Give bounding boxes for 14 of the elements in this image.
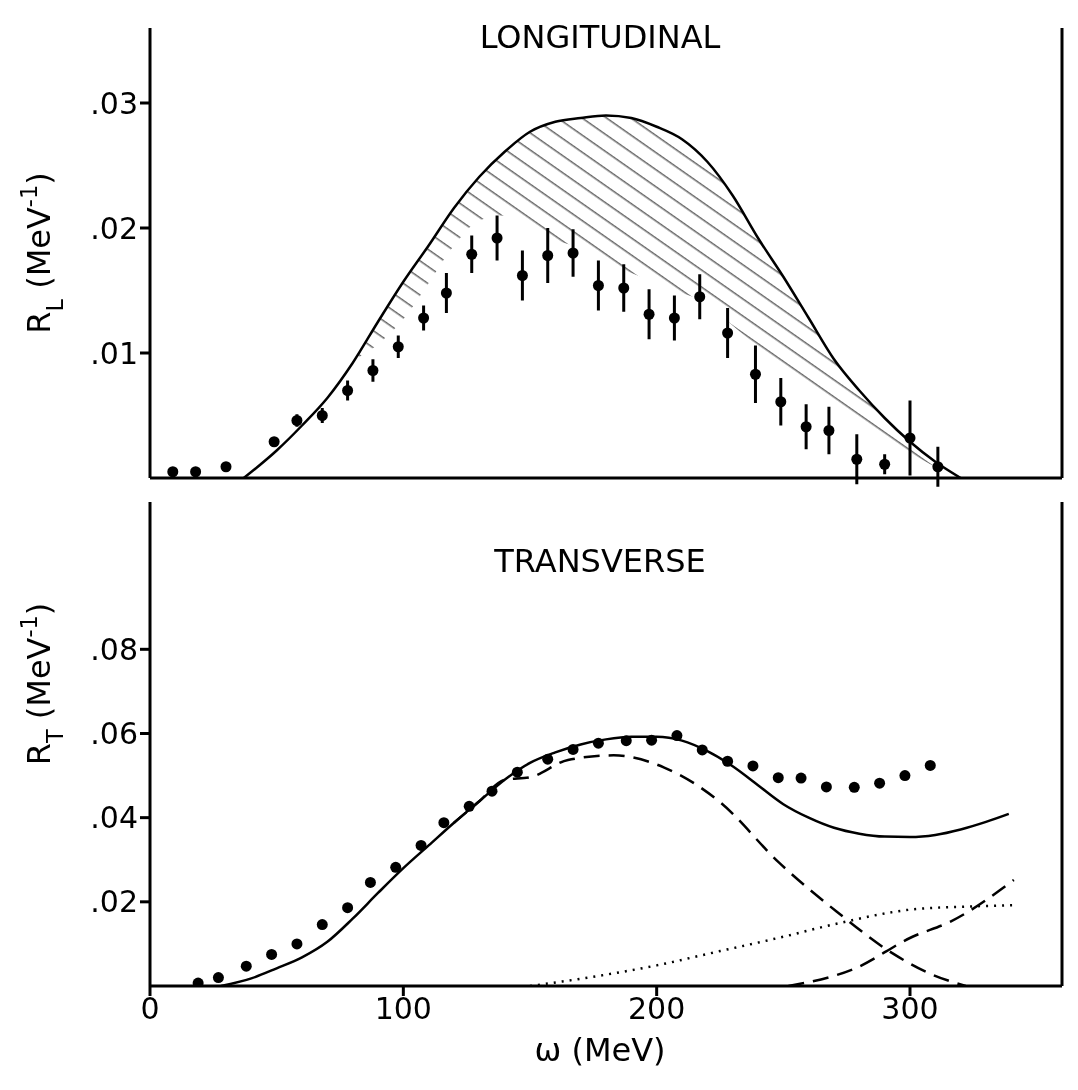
y-tick-label: .04 <box>90 800 138 836</box>
x-tick-label: 300 <box>881 991 939 1027</box>
text: TRANSVERSE <box>493 542 706 580</box>
y-tick-label: .08 <box>90 631 138 667</box>
x-tick-label: 100 <box>374 991 432 1027</box>
x-tick-label: 200 <box>628 991 686 1027</box>
y-tick-label: .01 <box>90 335 138 371</box>
x-tick-label: 0 <box>140 991 160 1027</box>
x-axis-title: ω (MeV) <box>534 1031 666 1069</box>
y-tick-label: .02 <box>90 884 138 920</box>
y-tick-label: .06 <box>90 716 138 752</box>
y-tick-label: .02 <box>90 210 138 246</box>
y-tick-label: .03 <box>90 85 138 121</box>
chart-title: LONGITUDINAL <box>479 18 721 56</box>
